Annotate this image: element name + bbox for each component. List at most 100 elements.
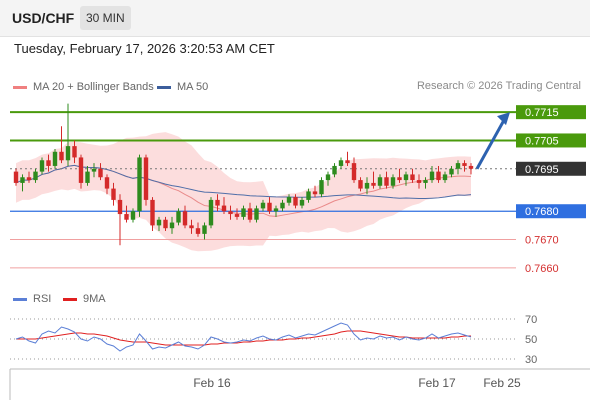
x-tick-label: Feb 16 — [193, 376, 231, 390]
candle-up — [364, 182, 370, 189]
candle-down — [293, 197, 298, 206]
candle-down — [215, 199, 220, 206]
candle-up — [85, 171, 90, 183]
candle-down — [410, 174, 415, 181]
candle-up — [169, 222, 175, 229]
rsi-tick-label: 50 — [525, 334, 537, 346]
candle-up — [273, 208, 279, 212]
candle-up — [202, 225, 207, 234]
rsi-line — [15, 322, 472, 352]
ma20-swatch — [13, 85, 27, 89]
candle-up — [52, 151, 58, 166]
candle-down — [267, 202, 272, 212]
ma50-swatch — [157, 85, 171, 89]
chart-header: USD/CHF 30 MIN — [0, 0, 590, 37]
candle-up — [403, 174, 409, 181]
candle-up — [241, 208, 246, 217]
candle-up — [280, 202, 285, 209]
candle-up — [254, 208, 259, 220]
candle-down — [462, 163, 467, 166]
x-tick-label: Feb 25 — [483, 376, 521, 390]
candle-down — [221, 205, 227, 212]
interval-button[interactable]: 30 MIN — [80, 6, 131, 30]
ma9-swatch — [63, 297, 77, 301]
candle-down — [72, 146, 77, 158]
last-price-tag — [516, 161, 586, 176]
pivot-level-label: 0.7680 — [525, 206, 559, 218]
candle-up — [377, 177, 383, 186]
candle-up — [176, 211, 181, 223]
candle-up — [423, 180, 428, 183]
candle-up — [429, 171, 435, 181]
candle-down — [351, 163, 357, 181]
candle-down — [124, 214, 129, 220]
candle-up — [286, 197, 292, 203]
target-level-label: 0.7715 — [525, 107, 559, 119]
candle-down — [436, 171, 441, 181]
candle-up — [130, 211, 136, 220]
candle-down — [117, 199, 123, 215]
candle-down — [189, 225, 194, 229]
credit-text: Research © 2026 Trading Central — [416, 80, 581, 92]
forecast-arrow-head — [497, 112, 510, 126]
candle-up — [65, 146, 71, 161]
candle-down — [78, 157, 84, 183]
candle-up — [20, 177, 25, 183]
candle-down — [143, 157, 149, 200]
candle-up — [442, 174, 448, 181]
forecast-arrow-line — [475, 119, 506, 170]
ma50-line — [15, 164, 472, 200]
support-level-label: 0.7660 — [525, 263, 559, 275]
target-level-label: 0.7705 — [525, 135, 559, 147]
rsi-tick-label: 30 — [525, 354, 537, 366]
candle-up — [455, 163, 461, 169]
candle-down — [195, 228, 201, 234]
candle-down — [182, 211, 188, 226]
timestamp: Tuesday, February 17, 2026 3:20:53 AM CE… — [14, 41, 275, 56]
symbol-title: USD/CHF — [12, 10, 75, 26]
rsi-swatch — [13, 297, 27, 301]
candle-up — [260, 202, 266, 209]
candle-down — [228, 211, 233, 215]
rsi-tick-label: 70 — [525, 314, 537, 326]
candle-up — [33, 171, 38, 181]
candle-up — [299, 199, 305, 206]
candle-down — [345, 160, 350, 164]
candle-up — [325, 174, 331, 181]
candle-up — [390, 177, 396, 186]
candle-down — [397, 177, 402, 181]
candle-down — [13, 171, 19, 183]
candle-down — [384, 177, 389, 186]
candle-down — [98, 168, 103, 178]
ma20-label: MA 20 + Bollinger Bands — [33, 81, 154, 93]
ma9-label: 9MA — [83, 293, 106, 305]
candle-down — [247, 208, 253, 220]
candle-down — [312, 191, 318, 195]
legend-rsi: RSI — [13, 293, 51, 305]
candle-down — [46, 160, 51, 166]
candle-up — [306, 191, 311, 200]
candle-down — [104, 177, 110, 189]
candle-down — [150, 199, 155, 226]
ma50-label: MA 50 — [177, 81, 209, 93]
candle-down — [26, 177, 32, 181]
rsi-label: RSI — [33, 293, 52, 305]
support-level-label: 0.7670 — [525, 235, 559, 247]
candle-up — [208, 199, 214, 226]
legend-9ma: 9MA — [63, 293, 106, 305]
candle-down — [358, 180, 363, 189]
candle-down — [59, 151, 64, 161]
legend-ma20: MA 20 + Bollinger Bands — [13, 80, 154, 94]
bollinger-band — [16, 132, 471, 252]
target-level-tag — [516, 133, 586, 148]
candle-up — [137, 157, 142, 212]
legend-ma50: MA 50 — [157, 80, 208, 94]
candle-up — [319, 180, 324, 195]
candle-down — [234, 214, 240, 217]
candle-down — [111, 188, 116, 200]
target-level-tag — [516, 105, 586, 120]
candle-up — [39, 160, 45, 172]
last-price-label: 0.7695 — [525, 164, 559, 176]
candle-down — [416, 180, 422, 183]
